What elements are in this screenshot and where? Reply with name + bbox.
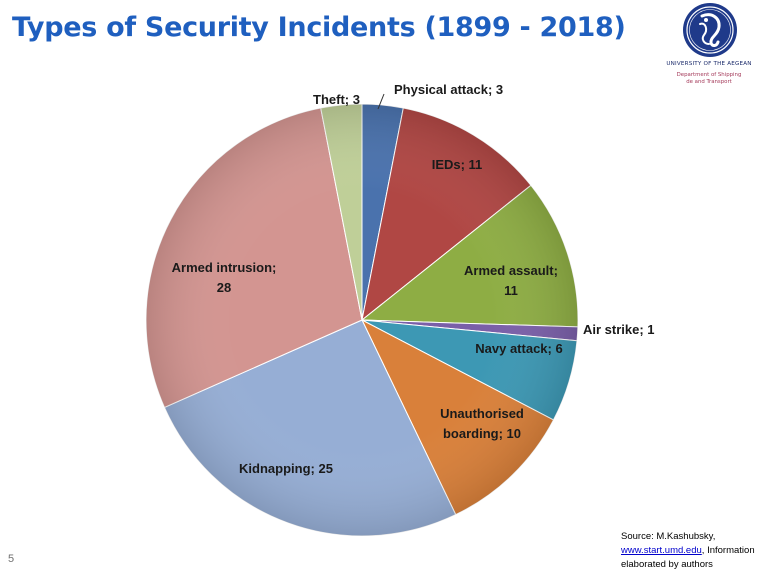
data-label-physical-attack: Physical attack; 3	[394, 82, 503, 97]
data-label-armed-intrusion: Armed intrusion; 28	[172, 260, 277, 295]
university-logo: UNIVERSITY OF THE AEGEAN Department of S…	[656, 2, 762, 94]
page-number: 5	[8, 553, 15, 565]
leader-line-physical-attack	[377, 93, 385, 110]
pie-slices	[145, 103, 579, 537]
university-seal-icon	[683, 3, 737, 57]
data-label-armed-assault: Armed assault; 11	[464, 263, 558, 298]
university-name: UNIVERSITY OF THE AEGEAN	[666, 61, 752, 67]
data-label-navy-attack: Navy attack; 6	[475, 341, 562, 356]
slide-title: Types of Security Incidents (1899 - 2018…	[12, 12, 626, 43]
data-label-ieds: IEDs; 11	[432, 157, 483, 172]
source-link[interactable]: www.start.umd.edu	[621, 545, 702, 556]
source-note: Source: M.Kashubsky, www.start.umd.edu, …	[621, 530, 761, 572]
department-line-1: Department of Shipping	[676, 72, 742, 78]
data-label-kidnapping: Kidnapping; 25	[239, 461, 333, 476]
data-labels: Physical attack; 3 IEDs; 11 Armed assault;…	[172, 82, 655, 476]
source-prefix: Source: M.Kashubsky,	[621, 531, 716, 542]
data-label-unauthorised-boarding: Unauthorised boarding; 10	[440, 406, 524, 441]
leader-lines	[377, 93, 385, 110]
department-line-2: de and Transport	[686, 79, 732, 85]
data-label-air-strike: Air strike; 1	[583, 322, 655, 337]
source-suffix: , Information elaborated by authors	[621, 545, 755, 570]
data-label-theft: Theft; 3	[313, 92, 360, 107]
department-name: Department of Shipping de and Transport	[656, 72, 762, 86]
